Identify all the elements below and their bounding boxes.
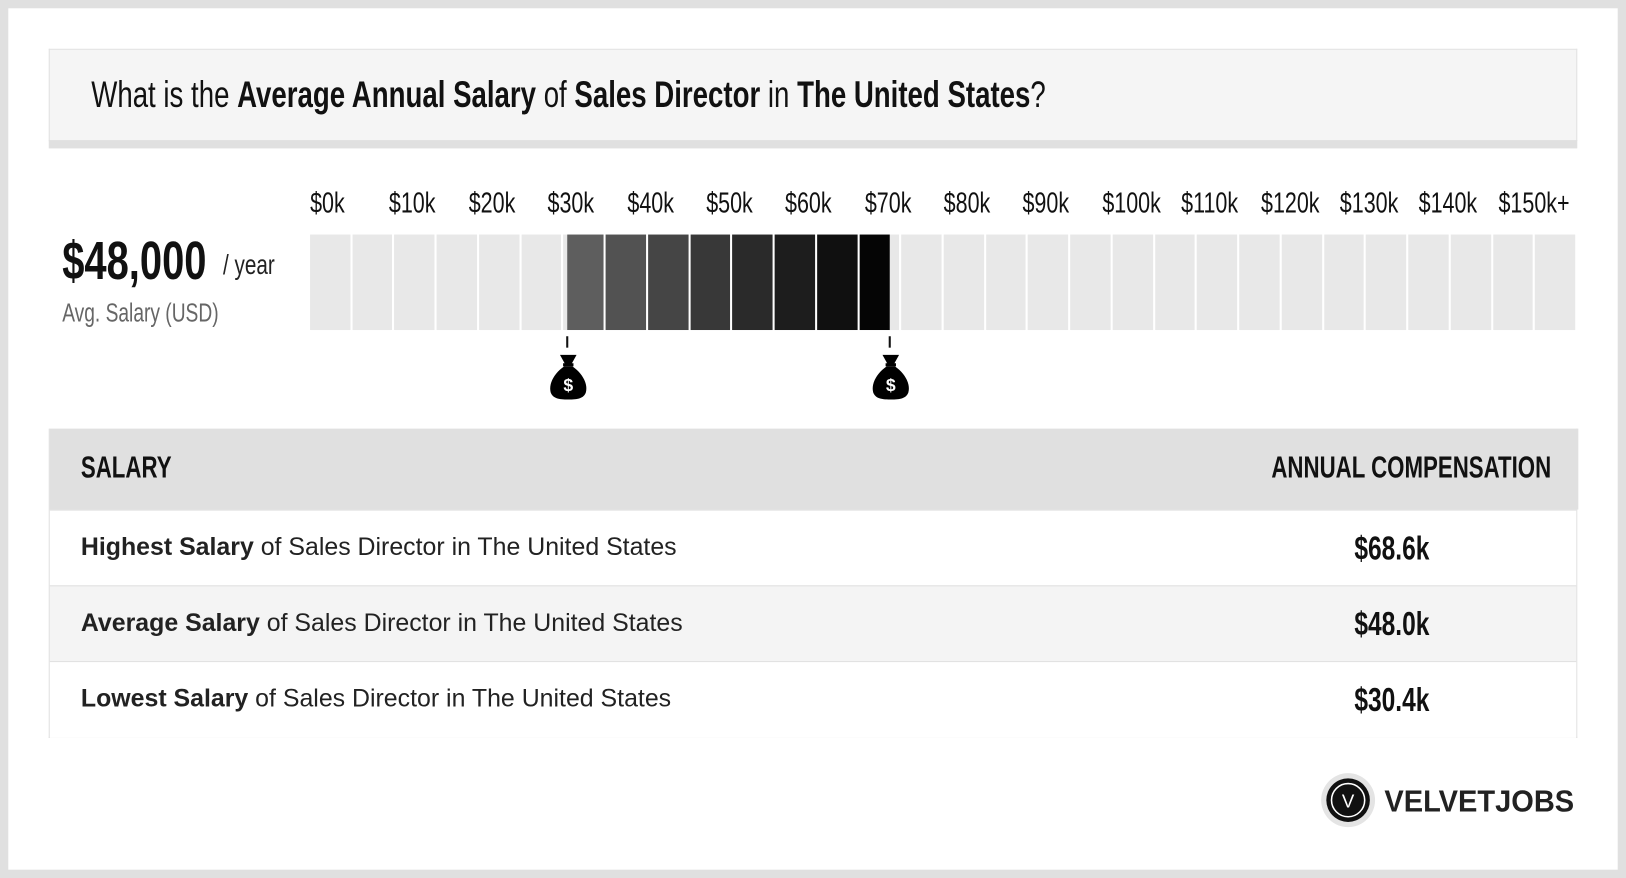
bar-segment	[901, 234, 942, 331]
money-bag-icon: $	[871, 353, 910, 401]
salary-range-bar	[310, 234, 1577, 331]
row-value: $30.4k	[1354, 680, 1430, 719]
svg-text:$: $	[563, 375, 573, 395]
bar-segment-filled	[732, 234, 773, 331]
svg-text:V: V	[1342, 790, 1355, 811]
salary-period: / year	[222, 249, 275, 281]
axis-tick-label: $60k	[785, 186, 832, 219]
table-header: SALARY ANNUAL COMPENSATION	[49, 428, 1579, 510]
bar-segment-filled	[690, 234, 731, 331]
velvetjobs-logo[interactable]: V VELVETJOBS	[1320, 772, 1579, 833]
q-in: in	[760, 72, 798, 116]
axis-tick-label: $110k	[1181, 186, 1239, 219]
bar-segment	[521, 234, 562, 331]
table-row: Lowest Salary of Sales Director in The U…	[49, 661, 1577, 738]
table-row: Highest Salary of Sales Director in The …	[49, 509, 1577, 587]
brand-name: VELVETJOBS	[1384, 786, 1574, 819]
row-label-rest: of Sales Director in The United States	[248, 684, 672, 713]
bar-segment	[1281, 234, 1322, 331]
row-label-bold: Lowest Salary	[80, 684, 249, 713]
bar-segment	[985, 234, 1027, 331]
average-salary-label: Avg. Salary (USD)	[62, 298, 219, 328]
bar-segment	[1408, 234, 1449, 331]
axis-tick-label: $10k	[389, 186, 436, 219]
bar-segment	[1450, 234, 1491, 331]
axis-tick-label: $130k	[1339, 186, 1399, 219]
question-box: What is the Average Annual Salary of Sal…	[48, 48, 1578, 142]
bar-segment	[1366, 234, 1407, 331]
header-annual-compensation: ANNUAL COMPENSATION	[1271, 451, 1552, 485]
question-underline	[48, 140, 1578, 149]
axis-tick-label: $50k	[706, 186, 753, 219]
axis-tick-label: $30k	[547, 186, 595, 219]
axis-tick-label: $100k	[1102, 186, 1161, 219]
axis-tick-label: $20k	[468, 186, 516, 219]
bar-segment	[1197, 234, 1238, 331]
q-job: Sales Director	[574, 72, 761, 116]
q-suffix: ?	[1030, 72, 1046, 116]
bar-segment-filled	[859, 234, 890, 331]
bar-segment	[1154, 234, 1196, 331]
average-salary-amount: $48,000	[62, 231, 207, 292]
axis-tick-label: $150k+	[1498, 186, 1570, 219]
bar-segment	[436, 234, 477, 331]
marker-line	[888, 336, 891, 348]
bar-segment	[1070, 234, 1111, 331]
header-salary: SALARY	[80, 451, 172, 485]
row-label: Lowest Salary of Sales Director in The U…	[81, 685, 671, 714]
row-label: Average Salary of Sales Director in The …	[81, 609, 683, 638]
row-label: Highest Salary of Sales Director in The …	[81, 533, 677, 562]
bar-segment-filled	[647, 234, 689, 331]
bar-segment	[1112, 234, 1153, 331]
bar-segment	[1535, 234, 1576, 331]
row-label-rest: of Sales Director in The United States	[259, 609, 683, 638]
axis-tick-label: $140k	[1418, 186, 1478, 219]
axis-tick-label: $90k	[1022, 186, 1070, 219]
q-prefix: What is the	[91, 72, 238, 116]
bar-segment	[1323, 234, 1364, 331]
bar-segment	[1028, 234, 1069, 331]
axis-tick-label: $80k	[943, 186, 991, 219]
row-label-rest: of Sales Director in The United States	[253, 533, 677, 562]
row-label-bold: Highest Salary	[80, 533, 254, 562]
table-row: Average Salary of Sales Director in The …	[49, 585, 1577, 663]
axis-tick-label: $0k	[310, 186, 345, 219]
q-metric: Average Annual Salary	[237, 72, 537, 116]
bar-segment	[479, 234, 520, 331]
axis-tick-label: $70k	[864, 186, 912, 219]
velvetjobs-logo-mark: V VELVETJOBS	[1321, 773, 1574, 828]
svg-text:$: $	[886, 375, 896, 395]
row-value: $48.0k	[1354, 605, 1430, 643]
salary-table: SALARY ANNUAL COMPENSATION Highest Salar…	[48, 428, 1579, 738]
row-value: $68.6k	[1354, 529, 1430, 567]
q-of: of	[536, 72, 575, 116]
q-location: The United States	[797, 72, 1031, 116]
axis-tick-label: $40k	[626, 186, 674, 219]
bar-segment	[394, 234, 435, 331]
bar-segment	[310, 234, 351, 331]
bar-segment	[1492, 234, 1533, 331]
marker-line	[565, 336, 568, 348]
axis-tick-label: $120k	[1260, 186, 1320, 219]
money-bag-icon: $	[548, 353, 587, 401]
bar-segment	[352, 234, 393, 331]
bar-segment	[1239, 234, 1280, 331]
question-title: What is the Average Annual Salary of Sal…	[91, 73, 1046, 117]
row-label-bold: Average Salary	[80, 609, 260, 638]
bar-segment-filled	[566, 234, 604, 331]
bar-segment-filled	[774, 234, 815, 331]
bar-segment-filled	[605, 234, 646, 331]
bar-segment	[943, 234, 984, 331]
bar-segment-filled	[816, 234, 858, 331]
